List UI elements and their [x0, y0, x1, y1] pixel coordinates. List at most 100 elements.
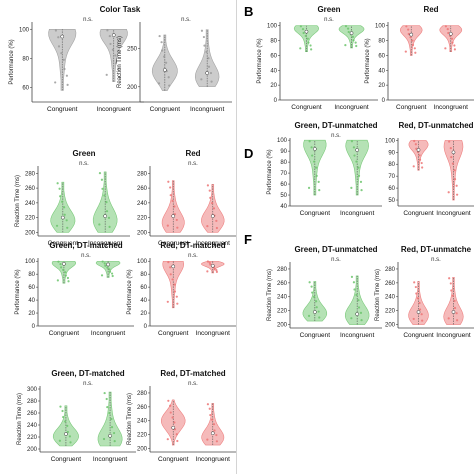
- data-point: [57, 36, 60, 39]
- chart-panel: Green n.s. 0 20 40 60 80 100 Performance (%) Cong…: [257, 5, 378, 111]
- data-point: [213, 429, 216, 432]
- data-point: [315, 166, 318, 169]
- median-marker: [304, 29, 309, 34]
- violin-shape: [344, 275, 370, 325]
- x-category-label: Congruent: [158, 240, 189, 247]
- data-point: [63, 206, 66, 209]
- data-point: [206, 260, 210, 263]
- y-axis-label: Performance (%): [267, 149, 273, 194]
- x-category-label: Incongruent: [436, 332, 471, 339]
- data-point: [317, 180, 320, 183]
- data-point: [206, 224, 209, 228]
- data-point: [405, 25, 408, 28]
- median-marker: [171, 425, 176, 430]
- panel-title: Green, DT-unmatched: [294, 245, 377, 254]
- median-marker: [205, 71, 210, 75]
- panel-title: Red, DT-unmatche: [401, 245, 472, 254]
- y-axis-label: Performance (%): [365, 38, 371, 83]
- data-point: [313, 160, 316, 163]
- data-point: [113, 440, 116, 443]
- data-point: [102, 437, 106, 441]
- violin-shape: [303, 139, 327, 196]
- data-point: [108, 225, 111, 228]
- data-point: [215, 433, 218, 437]
- data-point: [169, 266, 172, 269]
- data-point: [175, 295, 178, 298]
- y-tick-label: 70: [280, 171, 287, 177]
- panel-title: Red: [185, 149, 200, 158]
- data-point: [103, 262, 106, 265]
- data-point: [355, 44, 358, 48]
- data-point: [451, 294, 455, 297]
- x-category-label: Congruent: [396, 104, 427, 111]
- data-point: [415, 292, 418, 295]
- data-point: [453, 306, 457, 310]
- data-point: [453, 299, 456, 303]
- data-point: [64, 420, 67, 423]
- data-point: [444, 47, 447, 50]
- data-point: [318, 316, 321, 319]
- chart-panel: Red, DT-unmatche n.s. 200 220 240 260 280 React…: [375, 245, 474, 339]
- x-category-label: Incongruent: [97, 106, 132, 113]
- significance-label: n.s.: [324, 17, 334, 23]
- data-point: [176, 302, 179, 305]
- data-point: [421, 319, 424, 322]
- data-point: [103, 391, 106, 395]
- chart-panel: Red n.s. 200 220 240 260 280 Congruent Incongrue…: [137, 149, 236, 247]
- data-point: [350, 186, 353, 190]
- data-point: [167, 261, 170, 264]
- data-point: [171, 416, 174, 419]
- data-point: [169, 411, 172, 414]
- data-point: [355, 160, 358, 163]
- data-point: [64, 271, 67, 274]
- data-point: [61, 409, 64, 413]
- y-tick-label: 80: [378, 39, 385, 45]
- x-category-label: Incongruent: [190, 106, 225, 113]
- data-point: [205, 50, 208, 54]
- y-tick-label: 200: [137, 447, 148, 453]
- y-tick-label: 80: [22, 56, 29, 62]
- y-tick-label: 280: [277, 267, 288, 273]
- data-point: [65, 219, 68, 222]
- panel-title: Red: [423, 5, 438, 14]
- panel-title: Green, DT-unmatched: [294, 121, 377, 130]
- data-point: [55, 224, 59, 227]
- y-tick-label: 200: [27, 447, 38, 453]
- y-tick-label: 240: [277, 295, 288, 301]
- median-marker: [210, 431, 215, 436]
- panels-layer: Color Task n.s. 60 80 100 Performance (%) Cong…: [9, 5, 474, 463]
- data-point: [169, 404, 172, 407]
- data-point: [171, 199, 174, 202]
- data-point: [311, 291, 314, 294]
- data-point: [117, 67, 120, 71]
- data-point: [169, 273, 172, 276]
- data-point: [413, 47, 416, 50]
- data-point: [67, 280, 70, 283]
- y-tick-label: 280: [25, 171, 36, 177]
- y-tick-label: 80: [388, 162, 395, 168]
- data-point: [310, 285, 313, 288]
- data-point: [211, 202, 214, 205]
- data-point: [105, 210, 109, 213]
- data-point: [171, 278, 174, 281]
- data-point: [318, 188, 321, 192]
- y-tick-label: 40: [270, 68, 277, 74]
- y-tick-label: 20: [270, 83, 277, 89]
- significance-label: n.s.: [431, 257, 441, 263]
- data-point: [111, 48, 115, 51]
- y-tick-label: 100: [137, 259, 148, 265]
- y-axis-label: Performance (%): [15, 269, 21, 314]
- data-point: [207, 57, 210, 60]
- data-point: [449, 147, 452, 150]
- chart-panel: Green, DT-matched n.s. 200 220 240 260 280 300 R…: [17, 369, 136, 463]
- data-point: [350, 140, 354, 143]
- panel-title: Green: [72, 149, 95, 158]
- y-tick-label: 100: [277, 138, 288, 144]
- data-point: [105, 397, 108, 401]
- y-axis-label: Reaction Time (ms): [17, 393, 23, 445]
- data-point: [310, 48, 313, 51]
- section-label-b: B: [244, 4, 253, 19]
- data-point: [412, 317, 415, 321]
- data-point: [421, 166, 424, 169]
- data-point: [352, 39, 355, 42]
